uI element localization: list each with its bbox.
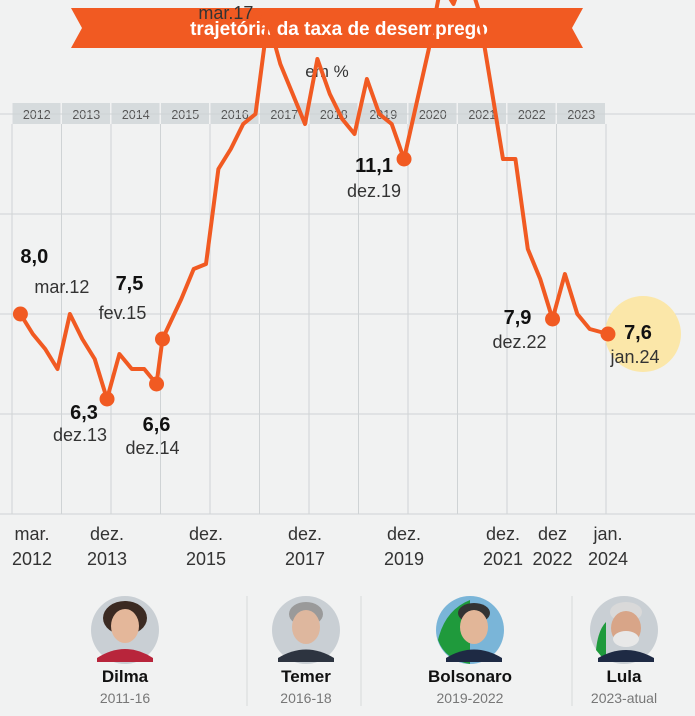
portrait-dilma-face: [111, 609, 139, 643]
x-tick-label: dez.: [90, 524, 124, 544]
x-tick-label: 2024: [588, 549, 628, 569]
x-tick-label: dez.: [387, 524, 421, 544]
highlight-marker: [545, 311, 561, 327]
x-tick-label: dez: [538, 524, 567, 544]
date-label: dez.22: [493, 332, 547, 352]
highlight-layer: [604, 296, 681, 372]
value-label: 7,9: [504, 307, 532, 329]
value-label: 6,6: [143, 414, 171, 436]
series-line: [18, 0, 610, 401]
portrait-bolsonaro-face: [460, 610, 488, 644]
year-label: 2013: [72, 108, 100, 122]
x-tick-label: dez.: [288, 524, 322, 544]
x-tick-label: jan.: [592, 524, 622, 544]
president-bolsonaro: Bolsonaro 2019-2022: [428, 596, 512, 706]
president-lula: Lula 2023-atual: [590, 596, 658, 706]
portrait-lula-flag: [596, 622, 606, 662]
x-tick-label: 2017: [285, 549, 325, 569]
presidents-row: Dilma 2011-16 Temer 2016-18 Bolsonaro 20…: [91, 596, 658, 706]
x-tick-label: 2012: [12, 549, 52, 569]
latest-highlight: [604, 296, 681, 372]
portrait-lula-body: [598, 650, 654, 662]
x-tick-label: mar.: [14, 524, 49, 544]
president-years: 2011-16: [100, 690, 151, 706]
highlight-marker: [154, 331, 170, 347]
president-years: 2023-atual: [591, 690, 657, 706]
date-label: dez.19: [347, 181, 401, 201]
date-label: mar.12: [34, 277, 89, 297]
value-label: 11,1: [355, 155, 393, 177]
president-years: 2016-18: [280, 690, 332, 706]
president-name: Lula: [607, 667, 642, 686]
year-label: 2014: [122, 108, 150, 122]
highlight-marker: [260, 11, 276, 27]
president-name: Bolsonaro: [428, 667, 512, 686]
highlight-marker: [396, 151, 412, 167]
x-axis: mar. 2012 dez. 2013 dez. 2015 dez. 2017 dez. 2019…: [12, 524, 628, 569]
year-label: 2022: [518, 108, 546, 122]
year-label: 2017: [270, 108, 298, 122]
value-label: 6,3: [70, 402, 98, 424]
x-tick-label: dez.: [189, 524, 223, 544]
date-label: dez.13: [53, 425, 107, 445]
president-years: 2019-2022: [437, 690, 504, 706]
x-tick-label: 2021: [483, 549, 523, 569]
president-temer: Temer 2016-18: [272, 596, 340, 706]
x-tick-label: 2013: [87, 549, 127, 569]
x-tick-label: 2019: [384, 549, 424, 569]
date-label: jan.24: [609, 347, 659, 367]
highlight-marker: [12, 306, 28, 322]
value-label: 8,0: [20, 246, 48, 268]
x-tick-label: 2015: [186, 549, 226, 569]
highlight-marker: [99, 391, 115, 407]
year-label: 2023: [567, 108, 595, 122]
value-label: 7,6: [624, 322, 652, 344]
series-layer: [18, 0, 610, 401]
x-tick-label: dez.: [486, 524, 520, 544]
date-label: fev.15: [99, 303, 147, 323]
year-label: 2012: [23, 108, 51, 122]
date-label: mar.17: [198, 3, 253, 23]
x-tick-label: 2022: [533, 549, 573, 569]
president-name: Temer: [281, 667, 331, 686]
value-label: 7,5: [116, 273, 144, 295]
date-label: dez.14: [126, 438, 180, 458]
president-name: Dilma: [102, 667, 149, 686]
grid: [0, 113, 695, 515]
portrait-lula-beard: [613, 631, 639, 647]
portrait-bolsonaro-body: [446, 649, 502, 662]
year-label: 2021: [468, 108, 496, 122]
portrait-dilma-body: [97, 649, 153, 662]
portrait-temer-body: [278, 649, 334, 662]
year-label: 2016: [221, 108, 249, 122]
year-label: 2015: [171, 108, 199, 122]
president-dilma: Dilma 2011-16: [91, 596, 159, 706]
year-label: 2020: [419, 108, 447, 122]
highlight-marker: [149, 376, 165, 392]
portrait-temer-face: [292, 610, 320, 644]
highlight-marker: [600, 326, 616, 342]
title-banner: [71, 8, 583, 48]
label-layer: 8,0mar.126,3dez.137,5fev.156,6dez.1413,9…: [12, 3, 660, 458]
